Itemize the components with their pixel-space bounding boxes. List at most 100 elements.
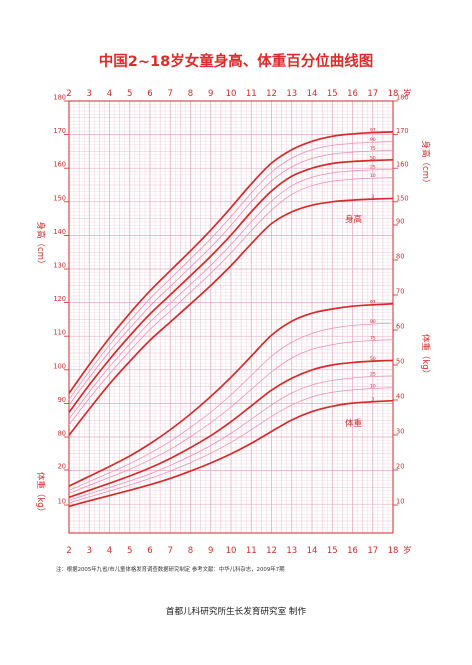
weight-tick-right: 40 <box>396 393 404 401</box>
weight-tick-right: 60 <box>396 323 404 331</box>
height-tick-left: 170 <box>53 127 66 135</box>
weight-percentile-label: 25 <box>370 371 376 377</box>
weight-axis-title-right: 体重（kg） <box>420 334 431 378</box>
height-tick-right: 170 <box>396 127 409 135</box>
weight-curve-p10 <box>68 387 394 504</box>
source-note: 注：根据2005年九省/市儿童体格发育调查数据研究制定 参考文献：中华儿科杂志，… <box>56 565 284 573</box>
weight-curve-p75 <box>68 339 394 494</box>
x-tick-top: 16 <box>347 89 358 99</box>
x-tick-bottom: 15 <box>327 546 338 556</box>
height-tick-left: 100 <box>53 362 66 370</box>
x-tick-bottom: 4 <box>107 546 112 556</box>
x-tick-top: 17 <box>367 89 378 99</box>
x-unit-bottom: 岁 <box>403 545 412 556</box>
x-tick-bottom: 7 <box>168 546 173 556</box>
height-curve-label: 身高 <box>345 214 362 225</box>
x-tick-bottom: 17 <box>367 546 378 556</box>
x-tick-bottom: 11 <box>246 546 257 556</box>
height-curve-p90 <box>68 141 394 400</box>
x-tick-bottom: 18 <box>388 546 399 556</box>
x-tick-top: 14 <box>307 89 318 99</box>
height-percentile-label: 10 <box>370 173 376 179</box>
x-tick-top: 7 <box>168 89 173 99</box>
x-tick-bottom: 9 <box>208 546 213 556</box>
x-tick-top: 9 <box>208 89 213 99</box>
x-tick-top: 4 <box>107 89 112 99</box>
height-curve-p10 <box>68 177 394 426</box>
chart-grid <box>68 100 394 533</box>
height-tick-left: 160 <box>53 161 66 169</box>
height-tick-right: 180 <box>396 94 409 102</box>
height-tick-right: 160 <box>396 161 409 169</box>
x-tick-bottom: 6 <box>147 546 152 556</box>
weight-tick-right: 20 <box>396 463 404 471</box>
height-percentile-label: 3 <box>371 194 374 200</box>
weight-percentile-label: 10 <box>370 383 376 389</box>
height-curve-p25 <box>68 168 394 420</box>
x-unit-top: 岁 <box>403 88 412 99</box>
chart-title: 中国2~18岁女童身高、体重百分位曲线图 <box>99 52 373 70</box>
x-tick-top: 13 <box>286 89 297 99</box>
x-tick-top: 11 <box>246 89 257 99</box>
x-tick-top: 10 <box>226 89 237 99</box>
height-curve-p97 <box>68 131 394 394</box>
x-tick-bottom: 10 <box>226 546 237 556</box>
x-tick-bottom: 5 <box>127 546 132 556</box>
weight-tick-left: 10 <box>58 498 66 506</box>
x-tick-bottom: 16 <box>347 546 358 556</box>
weight-curve-p97 <box>68 302 394 487</box>
x-tick-top: 12 <box>266 89 277 99</box>
x-tick-bottom: 14 <box>307 546 318 556</box>
weight-percentile-label: 97 <box>370 300 376 306</box>
height-tick-left: 90 <box>58 396 66 404</box>
x-tick-top: 2 <box>66 89 71 99</box>
height-percentile-label: 90 <box>370 137 376 143</box>
x-tick-bottom: 12 <box>266 546 277 556</box>
height-tick-left: 180 <box>53 94 66 102</box>
weight-tick-right: 70 <box>396 288 404 296</box>
weight-tick-right: 80 <box>396 253 404 261</box>
height-axis-title-right: 身高（cm） <box>420 141 431 188</box>
x-tick-top: 18 <box>388 89 399 99</box>
weight-percentile-label: 90 <box>370 319 376 325</box>
height-percentile-label: 50 <box>370 155 376 161</box>
x-tick-bottom: 13 <box>286 546 297 556</box>
height-tick-left: 110 <box>53 329 66 337</box>
weight-percentile-label: 3 <box>371 397 374 403</box>
plot-frame <box>68 100 394 534</box>
height-tick-right: 150 <box>396 194 409 202</box>
weight-curve-p90 <box>68 322 394 491</box>
weight-percentile-label: 50 <box>370 356 376 362</box>
height-curve-p3 <box>68 197 394 436</box>
percentile-labels: 97 90 75 50 25 10 3 97 90 75 50 25 10 3 <box>370 127 376 402</box>
height-axis-title-left: 身高（cm） <box>35 222 46 269</box>
chart-ticks: 2 2 3 3 4 4 5 5 6 6 7 7 8 8 9 9 10 10 11 11 12 12 13 13 14 14 15 15… <box>53 89 408 556</box>
weight-curve-p25 <box>68 375 394 501</box>
weight-tick-right: 50 <box>396 358 404 366</box>
x-tick-bottom: 8 <box>188 546 193 556</box>
weight-axis-title-left: 体重（kg） <box>35 472 46 516</box>
weight-tick-right: 90 <box>396 218 404 226</box>
x-tick-top: 3 <box>87 89 92 99</box>
x-tick-top: 15 <box>327 89 338 99</box>
weight-tick-right: 10 <box>396 498 404 506</box>
weight-tick-left: 20 <box>58 463 66 471</box>
x-tick-bottom: 3 <box>87 546 92 556</box>
height-curve-p75 <box>68 150 394 406</box>
x-tick-top: 5 <box>127 89 132 99</box>
weight-curve-p50 <box>68 359 394 499</box>
height-tick-left: 140 <box>53 228 66 236</box>
height-percentile-label: 25 <box>370 165 376 171</box>
chart-curves <box>68 131 394 508</box>
height-tick-left: 80 <box>58 430 66 438</box>
height-tick-left: 130 <box>53 262 66 270</box>
x-tick-bottom: 2 <box>66 546 71 556</box>
x-tick-top: 6 <box>147 89 152 99</box>
height-tick-left: 150 <box>53 194 66 202</box>
height-curve-p50 <box>68 158 394 413</box>
height-percentile-label: 75 <box>370 146 376 152</box>
weight-tick-right: 30 <box>396 428 404 436</box>
height-tick-left: 120 <box>53 295 66 303</box>
weight-percentile-label: 75 <box>370 335 376 341</box>
x-tick-top: 8 <box>188 89 193 99</box>
